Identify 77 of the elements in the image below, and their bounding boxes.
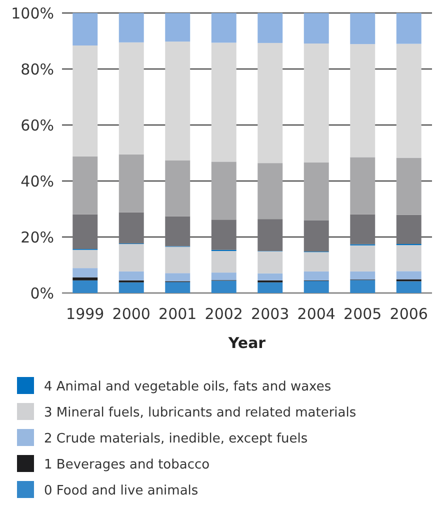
x-tick-label: 2002 (204, 305, 243, 323)
bar (211, 251, 236, 273)
bar (72, 268, 98, 278)
bar (165, 246, 190, 274)
bar (304, 280, 329, 293)
bar (211, 13, 236, 43)
bar (118, 154, 144, 212)
bar (118, 42, 144, 154)
bar (72, 13, 98, 46)
bar (350, 44, 376, 158)
bar (258, 13, 283, 43)
bar (72, 45, 98, 156)
bar (304, 162, 329, 220)
y-tick-label: 100% (11, 4, 54, 22)
bar (211, 272, 236, 280)
bar (304, 220, 329, 252)
bar (304, 13, 329, 44)
bar (211, 162, 236, 220)
bar (165, 282, 190, 293)
bar (258, 273, 283, 280)
legend-label: 1 Beverages and tobacco (44, 458, 210, 473)
bar (165, 216, 190, 246)
y-tick-label: 60% (20, 116, 54, 134)
bar (72, 277, 98, 280)
bar (258, 219, 283, 251)
bar (258, 42, 283, 164)
bar (118, 212, 144, 244)
x-axis-title: Year (227, 334, 266, 352)
legend-label: 0 Food and live animals (44, 484, 198, 499)
bar (396, 271, 422, 280)
y-tick-label: 0% (30, 284, 54, 302)
x-tick-label: 2003 (251, 305, 290, 323)
x-tick-label: 2005 (344, 305, 382, 323)
bar (72, 280, 98, 293)
bar (350, 280, 376, 293)
bar (165, 160, 190, 216)
bar (396, 281, 422, 293)
legend-label: 3 Mineral fuels, lubricants and related materials (44, 406, 356, 421)
legend-label: 2 Crude materials, inedible, except fuels (44, 432, 308, 447)
bar (165, 273, 190, 282)
bar (304, 252, 329, 272)
bar (118, 271, 144, 280)
bar (211, 280, 236, 293)
bar (396, 245, 422, 272)
bar (258, 163, 283, 220)
bar (396, 44, 422, 158)
bar (350, 214, 376, 244)
bar (211, 220, 236, 250)
bar (165, 42, 190, 160)
bar (350, 13, 376, 44)
bar (118, 13, 144, 42)
x-tick-label: 1999 (66, 305, 104, 323)
y-tick-label: 20% (20, 228, 54, 246)
bar (72, 250, 98, 268)
bar (258, 251, 283, 274)
x-tick-label: 2000 (112, 305, 150, 323)
bar (350, 271, 376, 280)
y-tick-label: 40% (20, 172, 54, 190)
bar (396, 13, 422, 44)
bar (396, 214, 422, 244)
bar (118, 282, 144, 293)
bar (304, 271, 329, 280)
y-tick-label: 80% (20, 60, 54, 78)
bar (118, 244, 144, 272)
bar (350, 245, 376, 272)
bar (165, 13, 190, 42)
x-tick-label: 2006 (390, 305, 428, 323)
bar (304, 44, 329, 163)
bar (72, 156, 98, 214)
bar (396, 158, 422, 215)
x-tick-label: 2004 (297, 305, 336, 323)
bar (258, 282, 283, 293)
bar (72, 214, 98, 250)
x-tick-label: 2001 (158, 305, 197, 323)
legend-label: 4 Animal and vegetable oils, fats and waxes (44, 380, 332, 395)
bar (211, 42, 236, 162)
bar (350, 157, 376, 214)
